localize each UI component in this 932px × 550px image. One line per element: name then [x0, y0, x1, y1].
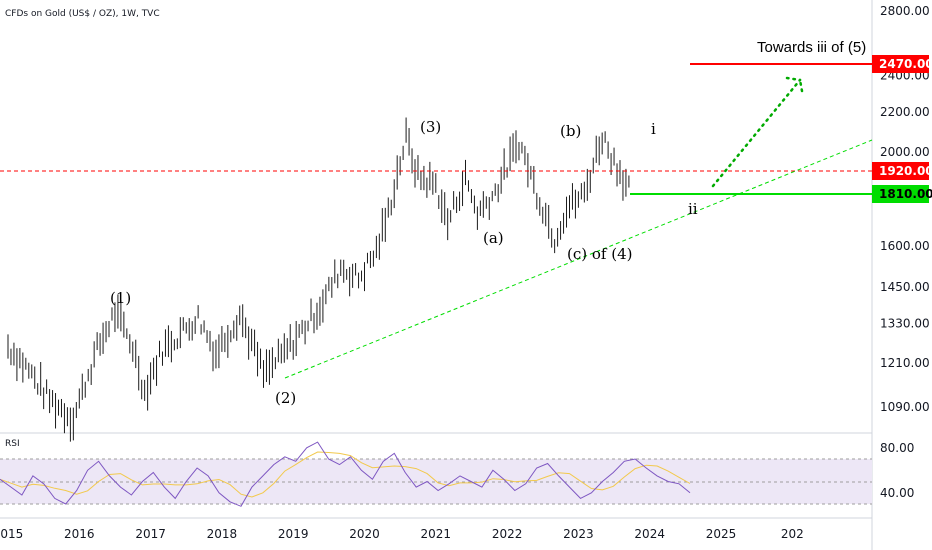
projection-arrowhead-left: [785, 76, 802, 82]
badge-1810-text: 1810.00: [879, 187, 932, 201]
badge-2470-text: 2470.00: [879, 57, 932, 71]
price-tick-label: 1090.00: [880, 400, 930, 414]
time-tick-label: 2020: [349, 527, 380, 541]
wave-label-b: (b): [560, 122, 581, 140]
time-tick-label: 2016: [64, 527, 95, 541]
time-tick-label: 2025: [706, 527, 737, 541]
price-tick-label: 2800.00: [880, 4, 930, 18]
wave-label-1: (1): [110, 289, 131, 307]
rsi-tick-label: 80.00: [880, 441, 914, 455]
wave-label-3: (3): [420, 118, 441, 136]
trendline[interactable]: [284, 139, 873, 379]
time-tick-label: 2021: [421, 527, 452, 541]
price-axis: 1090.00 1210.00 1330.00 1450.00 1600.00 2000.…: [880, 4, 930, 500]
price-tick-label: 1450.00: [880, 280, 930, 294]
time-tick-label: 202: [781, 527, 804, 541]
time-axis: 2015 2016 2017 2018 2019 2020 2021 2022 2023 2024…: [0, 527, 804, 541]
rsi-title: RSI: [5, 439, 20, 449]
time-tick-label: 2023: [563, 527, 594, 541]
symbol-title: CFDs on Gold (US$ / OZ), 1W, TVC: [5, 9, 160, 19]
target-label: Towards iii of (5): [757, 39, 866, 56]
price-tick-label: 2000.00: [880, 145, 930, 159]
badge-1920-text: 1920.00: [879, 164, 932, 178]
time-tick-label: 2015: [0, 527, 23, 541]
wave-label-a: (a): [483, 229, 504, 247]
rsi-ma-line: [0, 451, 691, 498]
wave-label-i: i: [651, 120, 656, 138]
price-tick-label: 1330.00: [880, 316, 930, 330]
price-series: [7, 117, 630, 442]
rsi-line: [0, 441, 691, 507]
price-tick-label: 2200.00: [880, 105, 930, 119]
price-tick-label: 1210.00: [880, 356, 930, 370]
time-tick-label: 2017: [135, 527, 166, 541]
time-tick-label: 2018: [207, 527, 238, 541]
rsi-tick-label: 40.00: [880, 486, 914, 500]
time-tick-label: 2019: [278, 527, 309, 541]
time-tick-label: 2024: [634, 527, 665, 541]
projection-arrowhead-right: [798, 78, 804, 93]
wave-label-2: (2): [275, 389, 296, 407]
badge-1920: [872, 162, 929, 180]
badge-2470: [872, 55, 929, 73]
wave-label-ii: ii: [688, 200, 698, 218]
rsi-series: [0, 441, 691, 507]
badge-1810: [872, 185, 929, 203]
wave-label-c4: (c) of (4): [567, 245, 632, 263]
time-tick-label: 2022: [492, 527, 523, 541]
price-tick-label: 1600.00: [880, 239, 930, 253]
